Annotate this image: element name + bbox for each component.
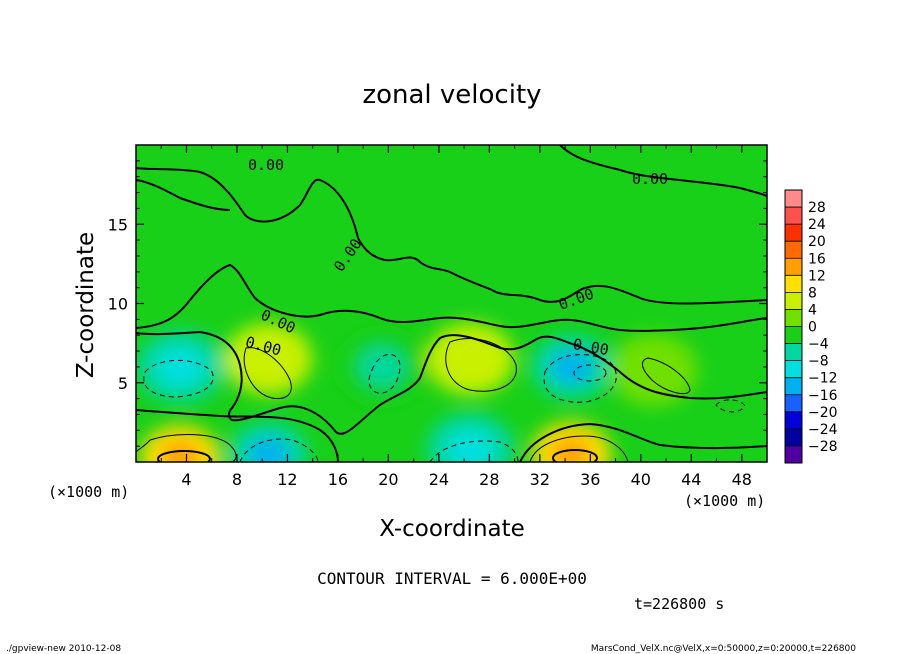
x-tick-label: 32 (530, 470, 550, 489)
positive-core-right (552, 449, 598, 462)
zero-contour-lower (136, 330, 767, 435)
negative-contour-6 (715, 399, 746, 413)
contour-label: 0.00 (632, 170, 668, 188)
zero-contour-bottom-right (519, 422, 767, 462)
colorbar-cell (785, 428, 802, 447)
zero-contour-mid (136, 263, 767, 332)
colorbar-label: 8 (808, 285, 817, 301)
negative-contour-2 (368, 353, 401, 394)
y-tick-label: 15 (108, 215, 128, 234)
field-core (447, 339, 494, 378)
positive-contour-4 (136, 434, 237, 462)
zero-contour-left (136, 179, 231, 211)
colorbar-label: 16 (808, 251, 826, 267)
colorbar-label: 0 (808, 320, 817, 336)
zero-contour-top (559, 145, 767, 197)
colorbar-label: −4 (808, 337, 829, 353)
colorbar-cell (785, 207, 802, 225)
field-core (245, 339, 292, 378)
field-core (248, 437, 289, 462)
field-core (447, 430, 494, 462)
colorbar-label: 28 (808, 200, 826, 216)
colorbar-label: 20 (808, 234, 826, 250)
x-tick-label: 36 (580, 470, 600, 489)
x-tick-label: 44 (681, 470, 701, 489)
positive-contour-5 (529, 435, 629, 462)
field-core (359, 347, 405, 386)
colorbar-label: −16 (808, 388, 838, 404)
colorbar-label: −12 (808, 371, 838, 387)
y-axis-label: Z-coordinate (73, 232, 99, 378)
colorbar-label: 4 (808, 302, 817, 318)
colorbar-cell (785, 394, 802, 413)
x-tick-label: 40 (631, 470, 651, 489)
colorbar-label: −20 (808, 405, 838, 421)
contour-label: 0.00 (248, 156, 284, 174)
x-unit-right: (×1000 m) (684, 492, 765, 510)
colorbar-cell (785, 326, 802, 345)
negative-contours (143, 353, 746, 462)
zero-contour-upper (136, 167, 767, 305)
x-axis: 4 8 12 16 20 24 28 32 36 40 44 48 (160, 145, 752, 489)
y-tick-label: 5 (118, 374, 128, 393)
x-tick-label: 16 (328, 470, 348, 489)
colorbar-cell (785, 275, 802, 293)
zero-contours (136, 145, 767, 462)
positive-contours (136, 338, 691, 462)
negative-core (573, 364, 607, 382)
contour-label: 0.00 (572, 335, 611, 359)
field-core (630, 351, 677, 390)
footer-left: ./gpview-new 2010-12-08 (6, 644, 121, 654)
plot-area (136, 145, 767, 462)
positive-contour-1 (243, 347, 292, 400)
y-axis: 5 10 15 (108, 160, 767, 447)
positive-contour-2 (445, 338, 517, 392)
colorbar-cell (785, 258, 802, 276)
colorbar-cell (785, 309, 802, 327)
x-unit-left: (×1000 m) (48, 483, 129, 501)
chart-title: zonal velocity (362, 80, 541, 110)
colorbar-cell (785, 377, 802, 396)
field-core (157, 347, 203, 386)
negative-contour-3 (543, 354, 617, 403)
contour-interval: CONTOUR INTERVAL = 6.000E+00 (317, 569, 587, 588)
colorbar-cell (785, 360, 802, 379)
x-axis-label: X-coordinate (379, 516, 525, 542)
zero-contour-bottom (136, 409, 339, 462)
x-tick-label: 24 (429, 470, 449, 489)
x-tick-label: 20 (378, 470, 398, 489)
colorbar-label: −28 (808, 439, 838, 455)
x-tick-label: 28 (479, 470, 499, 489)
colorbar-cell (785, 411, 802, 430)
colorbar-label: −24 (808, 422, 838, 438)
x-tick-label: 48 (732, 470, 752, 489)
colorbar-cell (785, 343, 802, 362)
positive-core-left (157, 450, 211, 462)
colorbar-label: −8 (808, 354, 829, 370)
x-tick-label: 12 (277, 470, 297, 489)
x-tick-label: 8 (232, 470, 242, 489)
y-tick-label: 10 (108, 295, 128, 314)
colorbar-label: 24 (808, 217, 826, 233)
colorbar-label: 12 (808, 268, 826, 284)
footer-right: MarsCond_VelX.nc@VelX,x=0:50000,z=0:2000… (591, 644, 856, 654)
field-core (159, 440, 201, 462)
positive-contour-3 (642, 357, 691, 395)
colorbar-cell (785, 292, 802, 310)
colorbar-cell (785, 445, 802, 464)
x-tick-label: 4 (181, 470, 191, 489)
colorbar-cell (785, 241, 802, 259)
time-label: t=226800 s (634, 595, 724, 613)
negative-contour-5 (429, 440, 519, 462)
colorbar-cell (785, 224, 802, 242)
colorbar-cell (785, 190, 802, 208)
